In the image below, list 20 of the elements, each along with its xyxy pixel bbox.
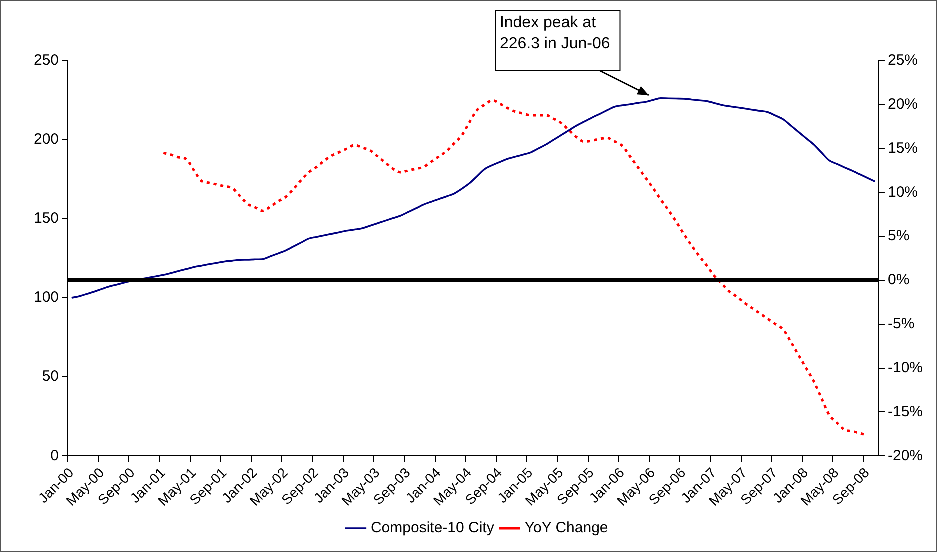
y-tick-label: 100: [34, 289, 60, 306]
y2-tick-label: -10%: [888, 359, 924, 376]
y-tick-label: 150: [34, 210, 60, 228]
legend-label: YoY Change: [524, 520, 608, 537]
y2-tick-label: 10%: [888, 184, 918, 201]
y2-tick-label: 5%: [888, 228, 910, 245]
y-tick-label: 0: [50, 447, 60, 464]
y2-tick-label: -15%: [888, 403, 924, 420]
y-tick-label: 50: [42, 368, 60, 386]
y-tick-label: 250: [34, 52, 60, 70]
text: Index peak at 226.3 in Jun-06: [500, 14, 610, 52]
y2-tick-label: -5%: [888, 316, 915, 333]
line-series: [70, 98, 876, 299]
y2-tick-label: -20%: [888, 447, 924, 464]
y2-tick-label: 20%: [888, 96, 918, 114]
y-tick-label: 200: [34, 131, 60, 148]
y2-tick-label: 0%: [888, 272, 910, 289]
legend-label: Composite-10 City: [370, 520, 495, 537]
y2-tick-label: 25%: [888, 52, 918, 70]
y2-tick-label: 15%: [888, 140, 918, 157]
